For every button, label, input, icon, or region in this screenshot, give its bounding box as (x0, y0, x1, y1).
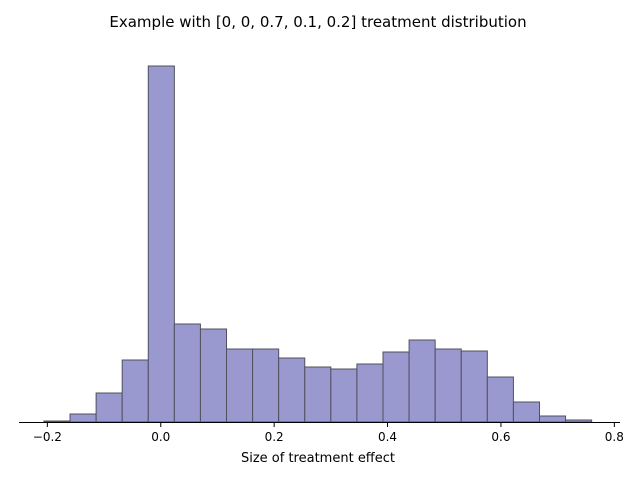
histogram-bar (69, 413, 97, 423)
histogram-bar (460, 350, 488, 423)
histogram-bar (538, 415, 567, 423)
histogram-bar (330, 368, 358, 423)
histogram-bar (486, 376, 514, 423)
histogram-bars (43, 65, 593, 423)
histogram-bar (147, 65, 175, 423)
histogram-bar (43, 420, 71, 423)
histogram-bar (408, 339, 436, 423)
histogram-bar (512, 401, 540, 423)
histogram-bar (356, 363, 384, 423)
x-tick-label: −0.2 (33, 430, 62, 444)
histogram-bar (95, 392, 123, 423)
histogram-bar (382, 351, 410, 423)
histogram-bar (304, 366, 332, 423)
histogram-bar (252, 348, 280, 423)
histogram-bar (121, 359, 149, 423)
chart-title: Example with [0, 0, 0.7, 0.1, 0.2] treat… (109, 13, 526, 31)
x-tick-label: 0.4 (378, 430, 397, 444)
histogram-bar (565, 419, 593, 423)
histogram-bar (278, 357, 306, 423)
histogram-bar (434, 348, 462, 423)
histogram-bar (173, 323, 201, 423)
x-tick-label: 0.2 (265, 430, 284, 444)
x-axis-label: Size of treatment effect (241, 451, 395, 466)
x-axis-ticks: −0.2 0.0 0.2 0.4 0.6 0.8 (33, 422, 624, 444)
x-tick-label: 0.0 (151, 430, 170, 444)
x-tick-label: 0.8 (605, 430, 624, 444)
histogram-bar (226, 348, 254, 423)
x-tick-label: 0.6 (491, 430, 510, 444)
histogram-bar (199, 328, 228, 423)
